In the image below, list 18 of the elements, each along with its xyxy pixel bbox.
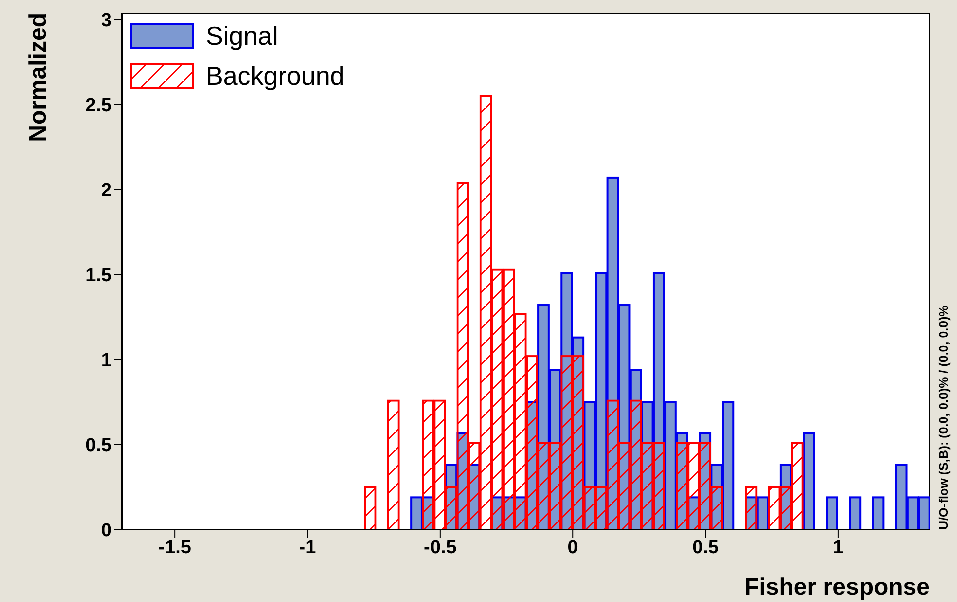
text: U/O-flow (S,B): (0.0, 0.0)% / (0.0, 0.0)%	[937, 304, 951, 530]
y-tick-label: 0	[101, 520, 112, 542]
y-tick-label: 2.5	[86, 96, 112, 117]
y-tick-label: 1.5	[86, 266, 112, 287]
x-tick-label: 0.5	[692, 537, 720, 558]
legend-label: Signal	[206, 20, 278, 53]
y-axis-title: Normalized	[25, 13, 52, 142]
x-tick-label: -0.5	[424, 537, 458, 558]
y-tick-label: 1	[101, 350, 112, 372]
x-tick-label: 1	[833, 537, 844, 558]
x-tick-label: 0	[568, 537, 578, 558]
y-tick-label: 2	[101, 180, 112, 202]
x-tick-label: -1.5	[158, 537, 192, 558]
legend-label: Background	[206, 60, 345, 93]
y-tick-label: 3	[101, 10, 112, 32]
x-tick-label: -1	[299, 537, 317, 558]
y-tick-label: 0.5	[86, 436, 112, 457]
x-axis-title: Fisher response	[744, 574, 930, 601]
